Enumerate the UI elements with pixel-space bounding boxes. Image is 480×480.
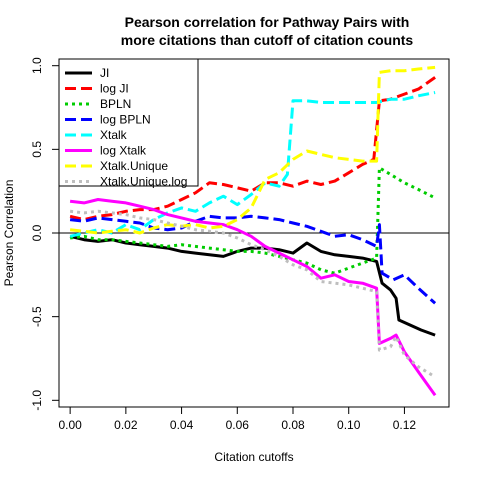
legend-label: log BPLN (100, 113, 151, 127)
x-tick-label: 0.04 (170, 418, 194, 432)
y-tick-label: 1.0 (30, 57, 44, 74)
legend-label: log JI (100, 82, 129, 96)
series-log-bpln-line (69, 214, 437, 305)
y-tick-label: 0.0 (30, 224, 44, 241)
series-xtalk-unique-line (69, 65, 436, 235)
x-axis: 0.00 0.02 0.04 0.06 0.08 0.10 0.12 (58, 406, 417, 432)
chart-title-line-1: Pearson correlation for Pathway Pairs wi… (125, 14, 410, 30)
legend-label: Xtalk.Unique (100, 159, 168, 173)
series-log-xtalk-line (69, 198, 437, 397)
series-bpln-line (69, 166, 436, 275)
y-axis-label: Pearson Correlation (2, 180, 16, 287)
legend-label: Xtalk.Unique.log (100, 175, 187, 189)
y-tick-label: -1.0 (30, 390, 44, 411)
y-tick-label: -0.5 (30, 306, 44, 327)
legend-label: Xtalk (100, 128, 128, 142)
series-xtalk-unique-log-line (69, 209, 436, 379)
x-tick-label: 0.12 (393, 418, 417, 432)
series-layer (69, 65, 437, 397)
x-tick-label: 0.00 (58, 418, 82, 432)
x-tick-label: 0.06 (226, 418, 250, 432)
y-axis: -1.0 -0.5 0.0 0.5 1.0 (30, 57, 60, 411)
legend-label: BPLN (100, 97, 131, 111)
x-tick-label: 0.08 (281, 418, 305, 432)
series-xtalk-line (69, 91, 436, 238)
x-tick-label: 0.10 (337, 418, 361, 432)
x-tick-label: 0.02 (114, 418, 138, 432)
x-axis-label: Citation cutoffs (214, 450, 293, 464)
y-tick-label: 0.5 (30, 141, 44, 158)
legend-label: JI (100, 66, 109, 80)
legend-label: log Xtalk (100, 144, 147, 158)
chart-title-line-2: more citations than cutoff of citation c… (121, 32, 414, 48)
